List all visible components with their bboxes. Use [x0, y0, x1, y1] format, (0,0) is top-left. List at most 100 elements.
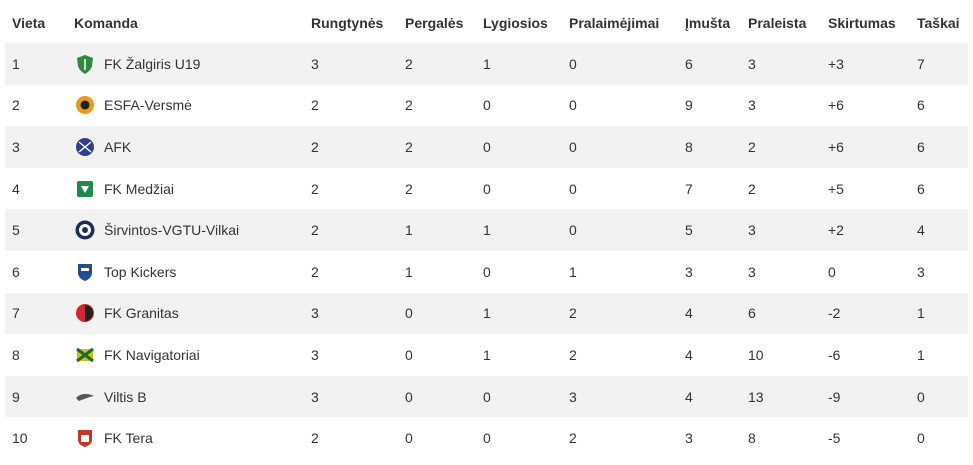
table-row: 8 FK Navigatoriai 3 0 1 2 4 10 -6 1: [5, 334, 968, 376]
team-name-link[interactable]: FK Medžiai: [104, 180, 175, 197]
points-cell: 1: [910, 334, 968, 376]
table-row: 10 FK Tera 2 0 0 2 3 8 -5 0: [5, 417, 968, 459]
wins-cell: 1: [398, 250, 476, 293]
header-diff[interactable]: Skirtumas: [828, 15, 896, 31]
esfa-crest-icon: [74, 94, 96, 116]
team-cell-content: FK Granitas: [74, 302, 304, 324]
team-name-link[interactable]: FK Navigatoriai: [104, 346, 200, 363]
team-name-link[interactable]: FK Tera: [104, 430, 153, 447]
points-cell: 6: [910, 126, 968, 168]
losses-cell: 2: [562, 334, 678, 376]
scored-cell: 8: [678, 126, 741, 168]
team-cell: FK Navigatoriai: [67, 334, 304, 376]
header-conceded[interactable]: Praleista: [748, 15, 807, 31]
team-name-link[interactable]: Viltis B: [104, 388, 147, 405]
conceded-cell: 3: [741, 84, 821, 127]
wins-cell: 0: [398, 334, 476, 376]
table-row: 1 FK Žalgiris U19 3 2 1 0 6 3 +3 7: [5, 43, 968, 85]
losses-cell: 2: [562, 417, 678, 459]
points-cell: 0: [910, 417, 968, 459]
team-cell-content: Viltis B: [74, 386, 304, 408]
place-cell: 2: [5, 84, 67, 127]
diff-cell: +6: [821, 84, 910, 127]
draws-cell: 1: [476, 334, 562, 376]
granitas-crest-icon: [74, 302, 96, 324]
table-row: 7 FK Granitas 3 0 1 2 4 6 -2 1: [5, 292, 968, 335]
points-cell: 6: [910, 167, 968, 210]
diff-cell: -5: [821, 417, 910, 459]
team-name-link[interactable]: Širvintos-VGTU-Vilkai: [104, 222, 240, 239]
place-cell: 10: [5, 417, 67, 459]
losses-cell: 0: [562, 167, 678, 210]
draws-cell: 0: [476, 375, 562, 418]
team-cell: FK Tera: [67, 417, 304, 459]
diff-cell: +6: [821, 126, 910, 168]
wins-cell: 2: [398, 84, 476, 127]
draws-cell: 0: [476, 84, 562, 127]
header-row: Vieta Komanda Rungtynės Pergalės Lygiosi…: [5, 3, 968, 43]
losses-cell: 0: [562, 126, 678, 168]
scored-cell: 4: [678, 292, 741, 335]
table-row: 9 Viltis B 3 0 0 3 4 13 -9 0: [5, 375, 968, 418]
points-cell: 6: [910, 84, 968, 127]
table-row: 2 ESFA-Versmė 2 2 0 0 9 3 +6 6: [5, 84, 968, 127]
played-cell: 3: [304, 375, 398, 418]
standings-table: Vieta Komanda Rungtynės Pergalės Lygiosi…: [5, 3, 968, 459]
team-cell: Top Kickers: [67, 250, 304, 293]
wins-cell: 2: [398, 126, 476, 168]
header-wins[interactable]: Pergalės: [405, 15, 464, 31]
header-draws[interactable]: Lygiosios: [483, 15, 548, 31]
team-cell-content: AFK: [74, 136, 304, 158]
wins-cell: 2: [398, 43, 476, 85]
points-cell: 1: [910, 292, 968, 335]
medziai-crest-icon: [74, 178, 96, 200]
team-cell: Širvintos-VGTU-Vilkai: [67, 209, 304, 251]
team-cell: Viltis B: [67, 375, 304, 418]
header-scored[interactable]: Įmušta: [685, 15, 731, 31]
vilkai-crest-icon: [74, 219, 96, 241]
place-cell: 3: [5, 126, 67, 168]
draws-cell: 1: [476, 43, 562, 85]
points-cell: 0: [910, 375, 968, 418]
tera-crest-icon: [74, 427, 96, 449]
wins-cell: 1: [398, 209, 476, 251]
place-cell: 4: [5, 167, 67, 210]
team-name-link[interactable]: AFK: [104, 138, 132, 155]
played-cell: 3: [304, 292, 398, 335]
team-name-link[interactable]: FK Granitas: [104, 305, 179, 322]
conceded-cell: 10: [741, 334, 821, 376]
team-name-link[interactable]: Top Kickers: [104, 263, 177, 280]
wins-cell: 0: [398, 417, 476, 459]
scored-cell: 6: [678, 43, 741, 85]
team-cell: FK Žalgiris U19: [67, 43, 304, 85]
conceded-cell: 2: [741, 126, 821, 168]
header-place[interactable]: Vieta: [12, 15, 46, 31]
scored-cell: 5: [678, 209, 741, 251]
draws-cell: 0: [476, 417, 562, 459]
scored-cell: 4: [678, 375, 741, 418]
team-cell-content: FK Žalgiris U19: [74, 53, 304, 75]
table-row: 6 Top Kickers 2 1 0 1 3 3 0 3: [5, 250, 968, 293]
losses-cell: 0: [562, 209, 678, 251]
header-points[interactable]: Taškai: [917, 15, 960, 31]
scored-cell: 3: [678, 250, 741, 293]
header-played[interactable]: Rungtynės: [311, 15, 384, 31]
team-cell: FK Granitas: [67, 292, 304, 335]
scored-cell: 4: [678, 334, 741, 376]
place-cell: 5: [5, 209, 67, 251]
draws-cell: 1: [476, 209, 562, 251]
conceded-cell: 8: [741, 417, 821, 459]
team-cell-content: Širvintos-VGTU-Vilkai: [74, 219, 304, 241]
losses-cell: 3: [562, 375, 678, 418]
place-cell: 6: [5, 250, 67, 293]
draws-cell: 0: [476, 250, 562, 293]
conceded-cell: 13: [741, 375, 821, 418]
team-name-link[interactable]: FK Žalgiris U19: [104, 55, 201, 72]
header-losses[interactable]: Pralaimėjimai: [569, 15, 660, 31]
header-team[interactable]: Komanda: [74, 15, 138, 31]
team-cell: AFK: [67, 126, 304, 168]
team-name-link[interactable]: ESFA-Versmė: [104, 97, 192, 114]
draws-cell: 0: [476, 167, 562, 210]
diff-cell: +5: [821, 167, 910, 210]
diff-cell: -6: [821, 334, 910, 376]
